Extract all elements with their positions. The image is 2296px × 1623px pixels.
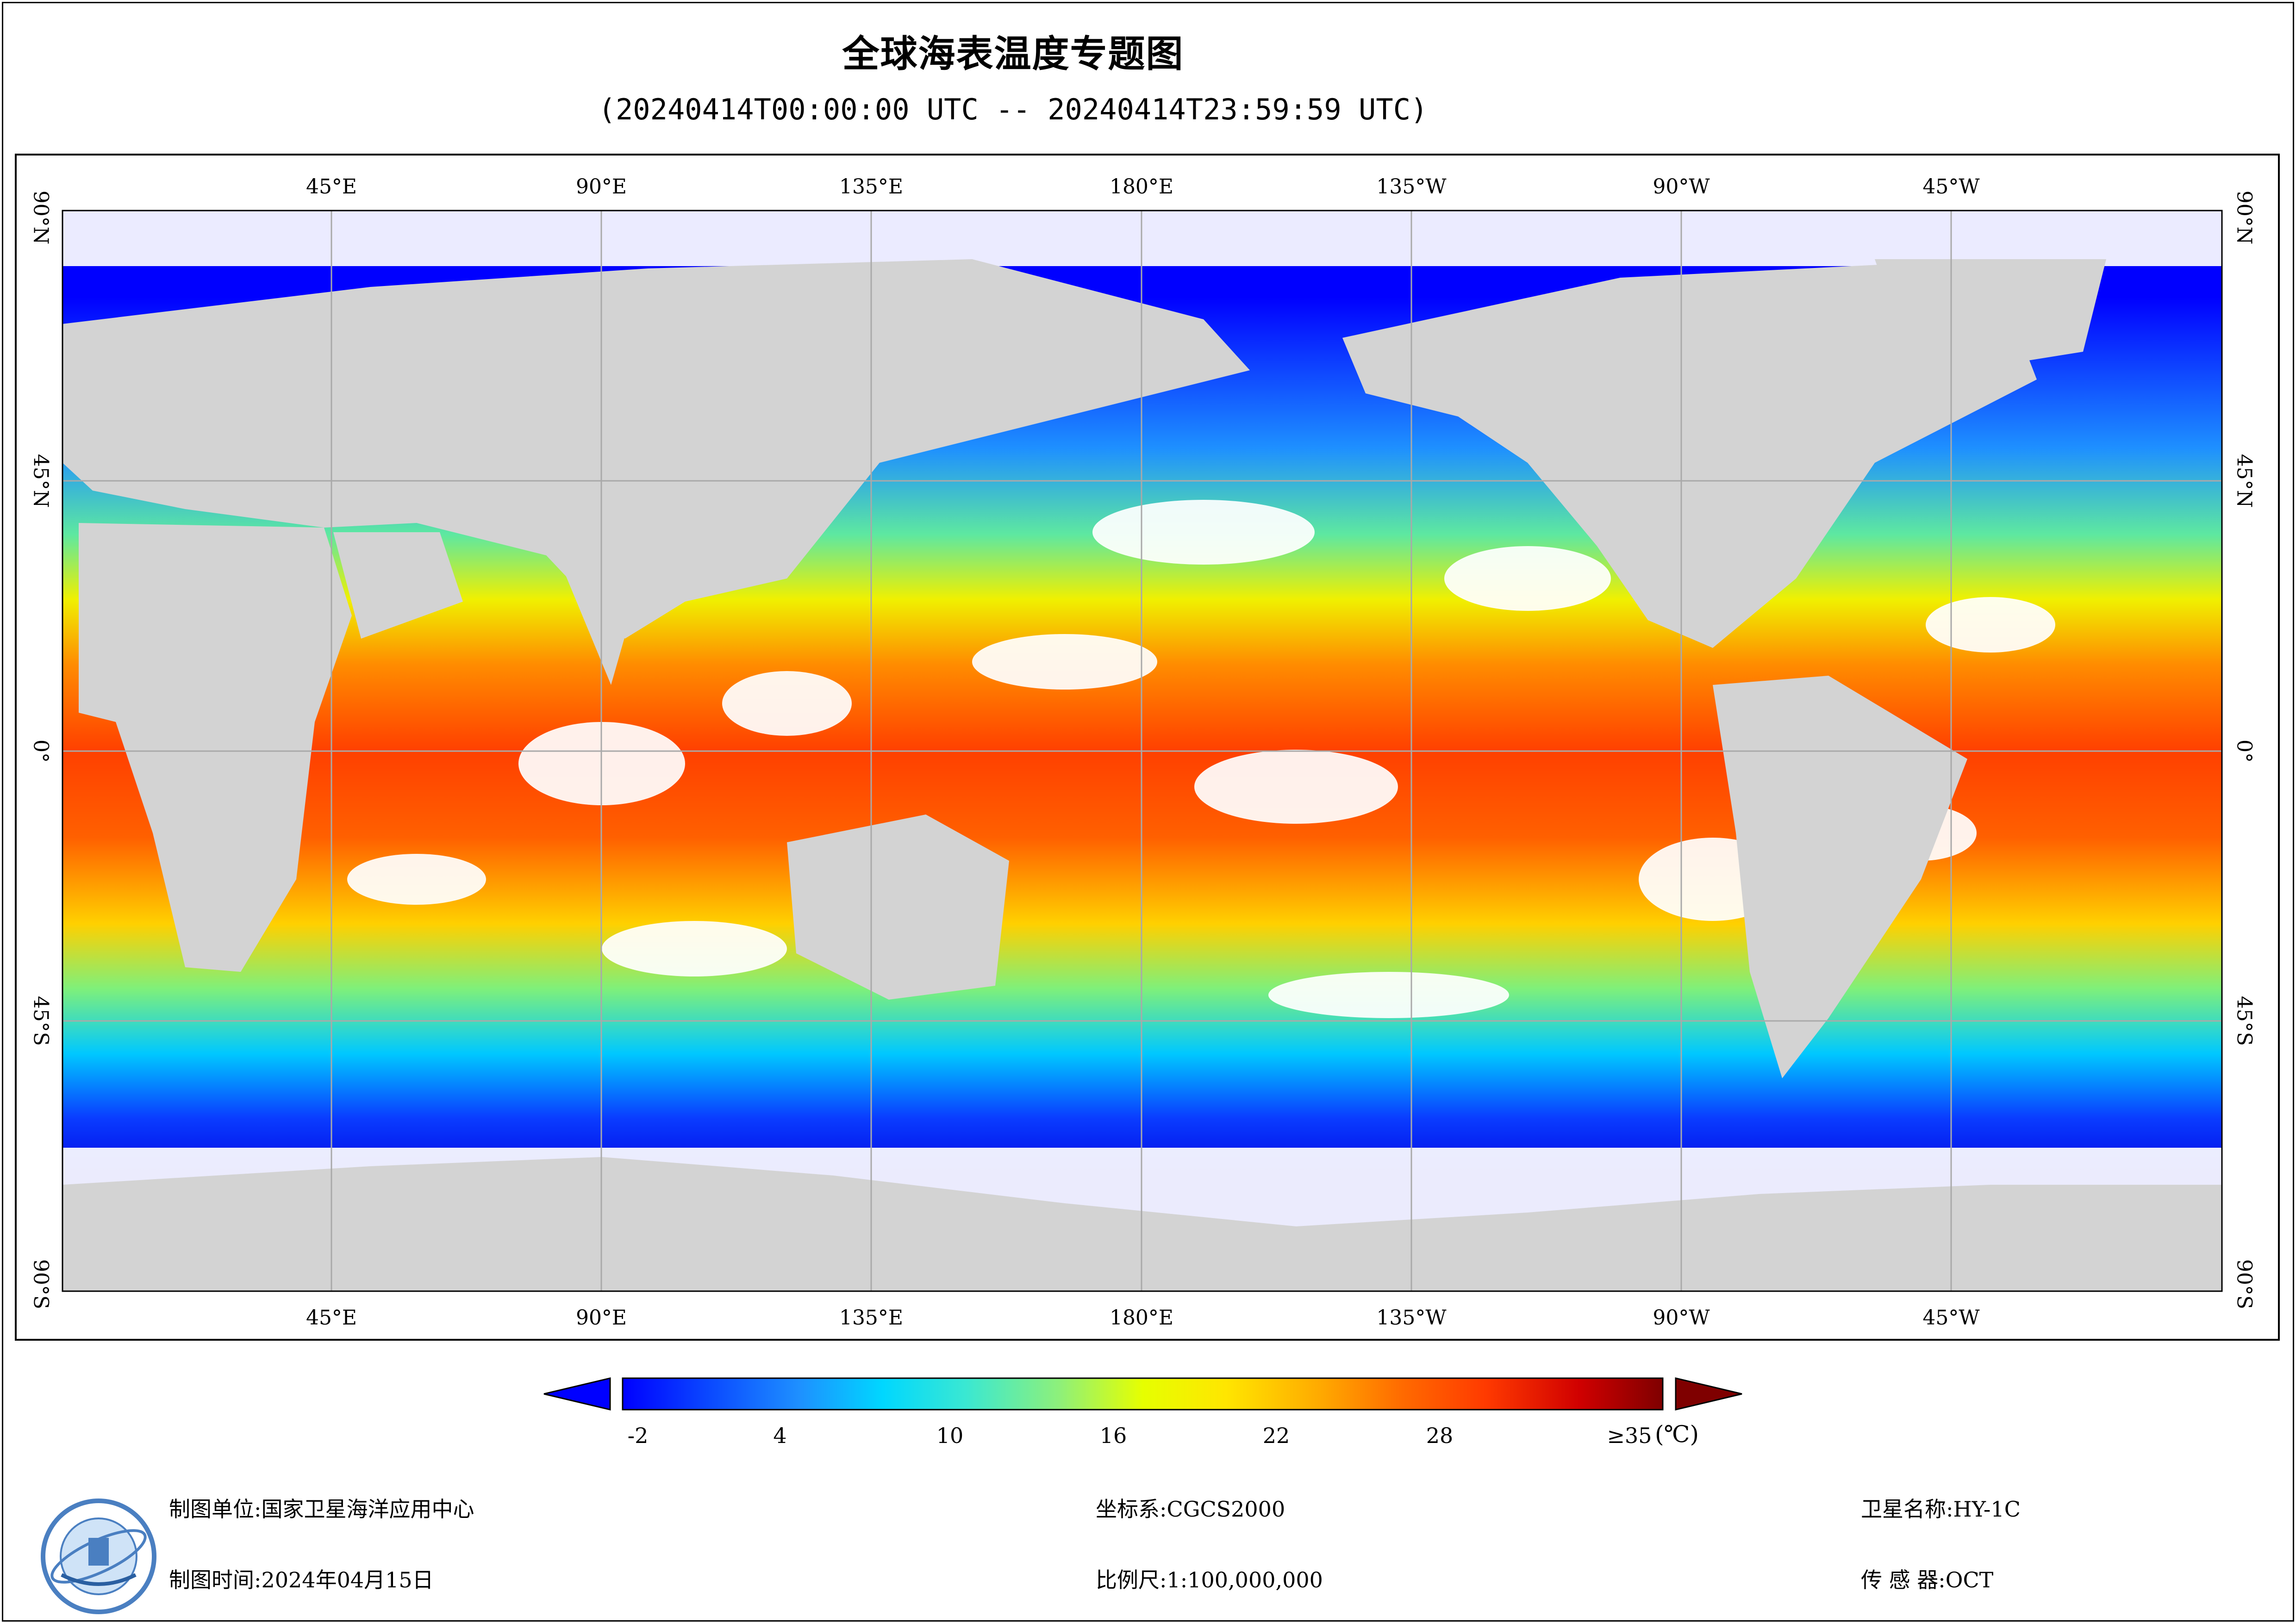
lon-tick-bottom: 135°E (839, 1306, 904, 1330)
colorbar-tick-label: 10 (936, 1423, 964, 1448)
lon-tick-bottom: 90°W (1653, 1306, 1710, 1330)
colorbar-tick-label: 16 (1099, 1423, 1127, 1448)
lon-tick-top: 45°W (1922, 175, 1980, 199)
sensor-label: 传 感 器:OCT (1861, 1567, 1994, 1592)
lat-tick-right: 90°S (2232, 1259, 2256, 1310)
land-masses (62, 259, 2222, 1291)
lat-tick-left: 90°S (29, 1259, 53, 1310)
lon-tick-top: 135°W (1376, 175, 1447, 199)
colorbar-unit: (℃) (1655, 1421, 1699, 1448)
map-date-label: 制图时间:2024年04月15日 (169, 1567, 434, 1592)
lon-tick-top: 90°W (1653, 175, 1710, 199)
lon-tick-bottom: 45°E (306, 1306, 357, 1330)
lon-tick-top: 180°E (1109, 175, 1174, 199)
map-producer-label: 制图单位:国家卫星海洋应用中心 (169, 1497, 474, 1522)
map-frame (15, 154, 2280, 1341)
colorbar-tick-label: 28 (1426, 1423, 1454, 1448)
lat-tick-left: 90°N (29, 190, 53, 245)
graticule (62, 211, 2222, 1291)
plot-border (62, 210, 2223, 1292)
lat-tick-right: 0° (2232, 740, 2256, 763)
lon-tick-bottom: 135°W (1376, 1306, 1447, 1330)
colorbar (543, 1377, 1742, 1411)
crs-label: 坐标系:CGCS2000 (1096, 1497, 1285, 1522)
satellite-label: 卫星名称:HY-1C (1861, 1497, 2021, 1522)
map-title: 全球海表温度专题图 (842, 32, 1184, 75)
colorbar-tick-label: -2 (627, 1423, 649, 1448)
colorbar-tick-label: 4 (773, 1423, 787, 1448)
lat-tick-right: 45°S (2232, 995, 2256, 1046)
colorbar-over-arrow (1675, 1377, 1742, 1411)
lon-tick-bottom: 45°W (1922, 1306, 1980, 1330)
scale-label: 比例尺:1:100,000,000 (1096, 1567, 1323, 1592)
nsoas-logo (41, 1499, 156, 1614)
lon-tick-top: 135°E (839, 175, 904, 199)
lon-tick-top: 45°E (306, 175, 357, 199)
lon-tick-bottom: 90°E (575, 1306, 627, 1330)
lon-tick-bottom: 180°E (1109, 1306, 1174, 1330)
colorbar-ramp (622, 1377, 1664, 1411)
lon-tick-top: 90°E (575, 175, 627, 199)
lat-tick-left: 45°S (29, 995, 53, 1046)
colorbar-under-arrow (543, 1377, 611, 1411)
lat-tick-left: 0° (29, 740, 53, 763)
lat-tick-right: 45°N (2232, 454, 2256, 508)
lat-tick-left: 45°N (29, 454, 53, 508)
colorbar-tick-label: 22 (1262, 1423, 1290, 1448)
lat-tick-right: 90°N (2232, 190, 2256, 245)
colorbar-tick-label: ≥35 (1607, 1423, 1652, 1448)
time-range-subtitle: (20240414T00:00:00 UTC -- 20240414T23:59… (598, 93, 1428, 126)
